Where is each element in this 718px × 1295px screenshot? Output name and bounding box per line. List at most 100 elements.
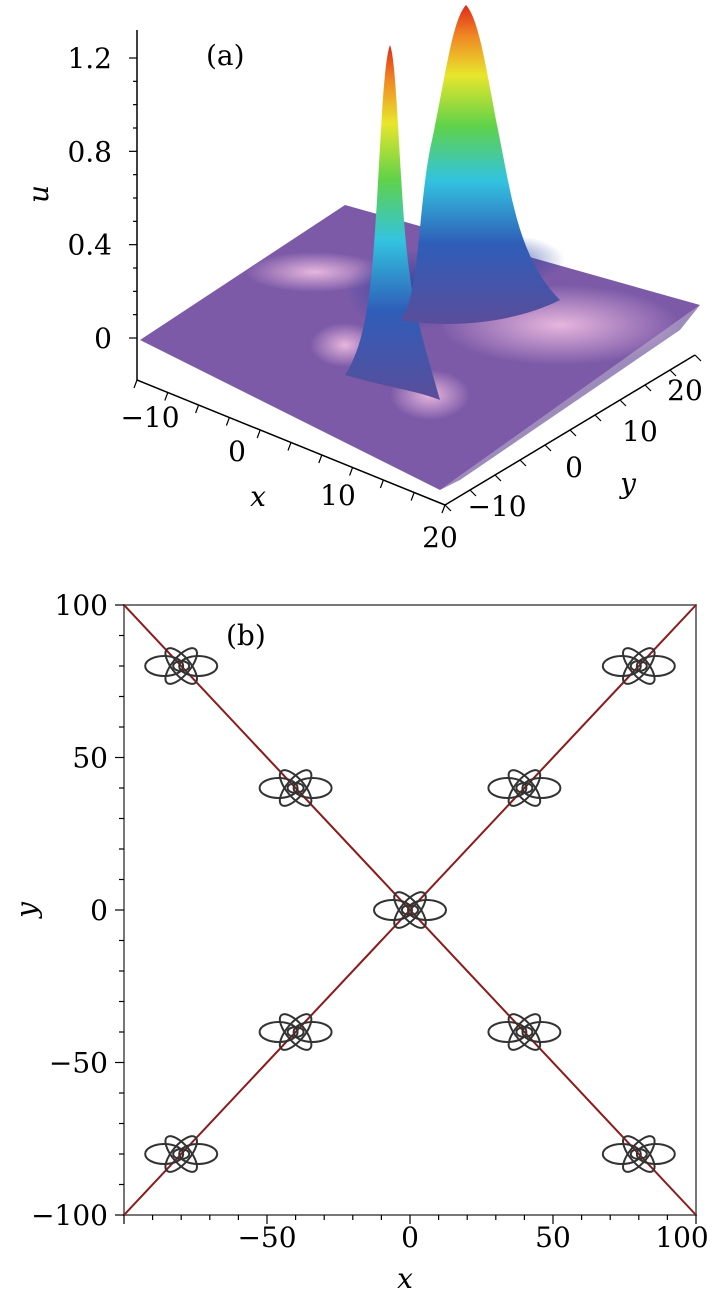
loop-lobe: [622, 647, 656, 685]
loop-lobe: [393, 891, 427, 929]
loop-core: [515, 1026, 534, 1038]
loop-lobe: [622, 1135, 656, 1173]
loop-core: [286, 1026, 305, 1038]
loop-lobe: [507, 1013, 542, 1051]
loop-lobe: [622, 647, 656, 685]
loop-lobe: [507, 1013, 542, 1051]
z-axis-ticks: 0 0.4 0.8 1.2: [67, 42, 137, 355]
y-tick-mark: [669, 369, 677, 377]
loop-core: [172, 1148, 191, 1160]
y-axis-label: y: [10, 901, 43, 920]
y-tick-mark: [569, 429, 577, 437]
y-tick-mark: [694, 354, 702, 362]
loop-lobe: [407, 899, 447, 921]
z-axis-label: u: [22, 185, 55, 203]
y-tick-label: −50: [49, 1047, 108, 1080]
loop-lobe: [164, 1135, 198, 1173]
loop-lobe: [487, 1021, 528, 1043]
loop-lobe: [278, 769, 313, 807]
loop-lobe: [164, 647, 198, 685]
loop-core: [629, 1148, 648, 1160]
z-tick-label: 0: [94, 322, 112, 355]
y-tick-label: 10: [622, 415, 658, 448]
loop-core: [401, 904, 419, 916]
panel-a-label: (a): [206, 39, 245, 72]
x-tick-mark: [287, 442, 292, 451]
panel-b-label: (b): [226, 619, 266, 652]
loop-lobe: [258, 777, 299, 799]
loop-cluster: [144, 647, 219, 685]
surface-peak-large: [400, 5, 560, 324]
loop-lobe: [292, 1021, 333, 1043]
y-tick-mark: [544, 444, 552, 452]
x-tick-label: 50: [535, 1221, 571, 1254]
loop-cluster: [601, 1135, 676, 1173]
loop-lobe: [507, 769, 542, 807]
loop-lobe: [278, 1013, 313, 1051]
x-tick-mark: [410, 492, 415, 501]
x-tick-mark: [164, 392, 169, 401]
loop-lobe: [278, 769, 313, 807]
loop-cluster: [487, 1013, 562, 1051]
loop-lobe: [258, 1021, 299, 1043]
x-tick-mark: [318, 454, 323, 464]
loop-structures: [144, 647, 676, 1173]
x-tick-mark: [133, 379, 138, 389]
loop-lobe: [278, 1013, 313, 1051]
loop-core: [172, 660, 191, 672]
loop-lobe: [144, 1143, 185, 1165]
x-tick-label: −10: [120, 401, 179, 434]
x-tick-mark: [225, 417, 230, 426]
x-tick-label: 0: [228, 435, 246, 468]
loop-lobe: [292, 777, 333, 799]
y-tick-mark: [594, 414, 602, 422]
x-tick-mark: [195, 404, 200, 414]
x-tick-label: 0: [401, 1221, 419, 1254]
surface-peak-small: [345, 45, 440, 400]
z-tick-label: 0.8: [67, 135, 112, 168]
loop-lobe: [601, 655, 642, 677]
loop-lobe: [622, 1135, 656, 1173]
y-tick-mark: [444, 504, 452, 512]
y-tick-label: 0: [90, 894, 108, 927]
loop-lobe: [373, 899, 413, 921]
x-axis-label: x: [397, 1262, 413, 1295]
loop-core: [629, 660, 648, 672]
loop-lobe: [521, 777, 562, 799]
diagonal-line-2: [123, 604, 697, 1216]
y-tick-mark: [469, 489, 477, 497]
x-axis-label-3d: x: [250, 480, 266, 513]
x-tick-label: 100: [655, 1221, 708, 1254]
diagonal-lines: [123, 604, 697, 1216]
y-tick-mark: [619, 399, 627, 407]
loop-cluster: [373, 891, 447, 929]
loop-cluster: [258, 769, 333, 807]
panel-b-line-plot: (b) −100 −50 0 50 100 −50 0 50 100 x y: [10, 589, 709, 1295]
z-tick-label: 0.4: [67, 229, 112, 262]
x-tick-mark: [349, 467, 354, 476]
y-tick-label: −10: [467, 490, 526, 523]
x-axis-ticks-3d: −10 0 10 20: [120, 379, 458, 554]
loop-lobe: [178, 655, 219, 677]
loop-cluster: [144, 1135, 219, 1173]
y-tick-mark: [519, 459, 527, 467]
loop-lobe: [164, 647, 198, 685]
loop-core: [515, 782, 534, 794]
loop-lobe: [393, 891, 427, 929]
loop-cluster: [601, 647, 676, 685]
y-axis-label-3d: y: [618, 467, 637, 500]
x-tick-label: 20: [422, 521, 458, 554]
y-tick-label: 100: [55, 589, 108, 622]
x-tick-mark: [379, 479, 384, 489]
loop-lobe: [635, 1143, 676, 1165]
loop-cluster: [258, 1013, 333, 1051]
y-tick-label: 20: [667, 374, 703, 407]
axis-ticks: −100 −50 0 50 100 −50 0 50 100: [31, 589, 709, 1254]
loop-lobe: [144, 655, 185, 677]
loop-lobe: [178, 1143, 219, 1165]
x-tick-label: 10: [320, 479, 356, 512]
y-tick-label: 50: [72, 742, 108, 775]
loop-lobe: [521, 1021, 562, 1043]
y-tick-label: −100: [31, 1199, 108, 1232]
